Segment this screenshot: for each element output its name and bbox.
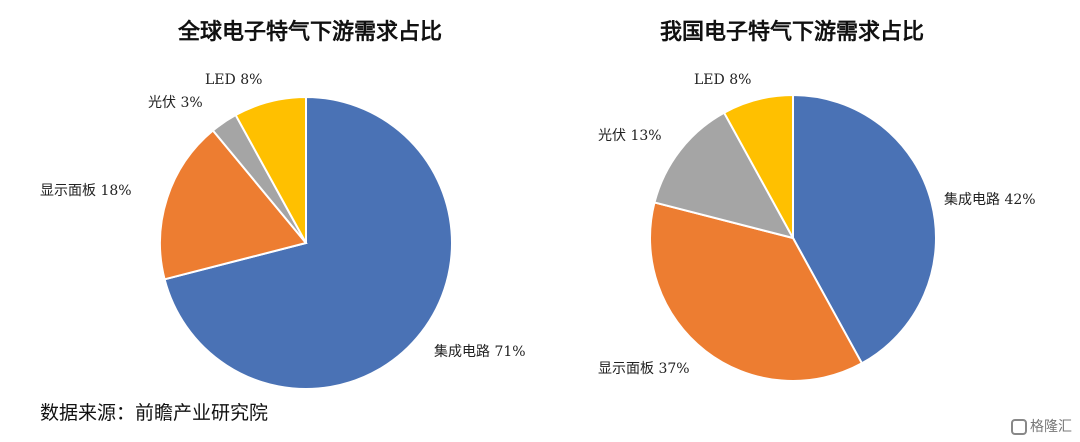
watermark: 格隆汇 — [1011, 416, 1072, 436]
source-note: 数据来源：前瞻产业研究院 — [40, 402, 269, 424]
pie-slice-0-3 — [234, 95, 307, 244]
chart-title-china: 我国电子特气下游需求占比 — [659, 20, 924, 45]
chart-title-global: 全球电子特气下游需求占比 — [177, 20, 442, 45]
slice-label-0-3: LED 8% — [205, 72, 262, 88]
slice-label-1-3: LED 8% — [694, 72, 751, 88]
watermark-logo-icon — [1011, 419, 1027, 435]
slice-label-0-0: 集成电路 71% — [434, 343, 526, 360]
pie-slice-0-1 — [159, 129, 308, 281]
slice-label-1-1: 显示面板 37% — [598, 361, 690, 377]
pie-slice-1-1 — [649, 201, 864, 382]
pie-slice-0-0 — [163, 95, 453, 390]
pie-slice-1-2 — [653, 111, 795, 240]
slice-label-1-2: 光伏 13% — [598, 128, 662, 144]
pie-chart-global: 集成电路 71% 显示面板 18% 光伏 3%LED 8% — [40, 72, 526, 390]
slice-label-0-2: 光伏 3% — [148, 95, 203, 111]
pie-slice-1-3 — [722, 93, 794, 239]
pie-chart-china: 集成电路 42% 显示面板 37% 光伏 13% LED 8% — [598, 72, 1036, 382]
slice-label-0-1: 显示面板 18% — [40, 183, 132, 199]
slice-label-1-0: 集成电路 42% — [944, 191, 1036, 208]
pie-slice-1-0 — [792, 93, 937, 365]
watermark-text: 格隆汇 — [1030, 419, 1072, 435]
